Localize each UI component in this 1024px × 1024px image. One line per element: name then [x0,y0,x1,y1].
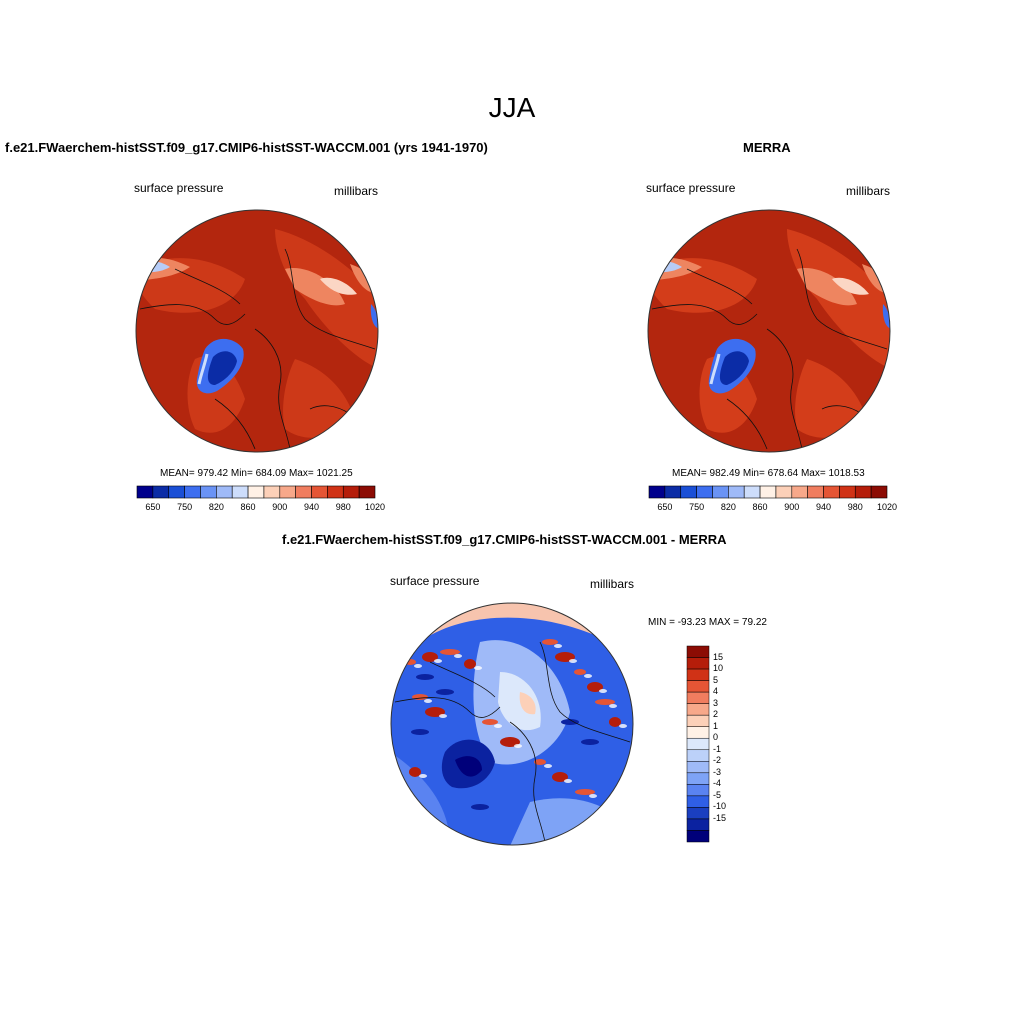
panel2-colorbar [648,485,888,499]
colorbar-swatch [342,485,360,499]
colorbar-swatch [839,485,856,499]
panel3-units-label: millibars [590,577,635,591]
colorbar-tick-label: -3 [713,766,722,777]
colorbar-tick-label: 860 [240,502,256,512]
colorbar-swatch [823,485,840,499]
colorbar-tick-label: -4 [713,778,722,789]
colorbar-swatch [686,691,710,704]
colorbar-swatch [807,485,824,499]
colorbar-swatch [686,749,710,762]
colorbar-swatch [279,485,296,499]
colorbar-tick-label: -2 [713,755,722,766]
colorbar-tick-label: -10 [713,801,727,812]
panel2-polar-map [647,209,891,453]
colorbar-tick-label: 820 [208,502,224,512]
colorbar-tick-label: 900 [272,502,288,512]
colorbar-tick-label: 940 [304,502,320,512]
colorbar-swatch [295,485,312,499]
colorbar-swatch [686,703,710,716]
colorbar-swatch [686,714,710,727]
colorbar-swatch [686,807,710,820]
colorbar-swatch [686,726,710,739]
colorbar-swatch [743,485,761,499]
colorbar-swatch [680,485,697,499]
colorbar-swatch [686,680,710,693]
colorbar-tick-label: -5 [713,789,722,800]
colorbar-tick-label: 3 [713,697,719,708]
colorbar-swatch [686,737,710,751]
colorbar-swatch [686,772,710,785]
panel2-variable-label: surface pressure [646,181,736,195]
colorbar-swatch [870,485,888,499]
colorbar-tick-label: 1020 [877,502,898,512]
colorbar-tick-label: 750 [689,502,705,512]
colorbar-swatch [712,485,729,499]
colorbar-swatch [759,485,777,499]
panel3-title: f.e21.FWaerchem-histSST.f09_g17.CMIP6-hi… [282,532,727,547]
colorbar-swatch [664,485,682,499]
colorbar-tick-label: 10 [713,663,724,674]
colorbar-swatch [648,485,666,499]
colorbar-swatch [686,668,710,681]
panel3-stats: MIN = -93.23 MAX = 79.22 [648,617,767,628]
panel2-title: MERRA [743,140,791,155]
colorbar-tick-label: 980 [847,502,863,512]
colorbar-swatch [686,761,710,774]
colorbar-tick-label: -1 [713,743,722,754]
colorbar-tick-label: 650 [145,502,161,512]
panel2-stats: MEAN= 982.49 Min= 678.64 Max= 1018.53 [672,468,865,479]
panel1-variable-label: surface pressure [134,181,224,195]
colorbar-swatch [854,485,872,499]
panel2-units-label: millibars [846,184,891,198]
colorbar-swatch [686,645,710,658]
panel3-difference-map [390,602,634,846]
colorbar-swatch [775,485,793,499]
colorbar-tick-label: 2 [713,709,719,720]
colorbar-swatch [686,830,710,843]
figure-title: JJA [488,92,536,123]
panel3-colorbar [686,645,710,843]
colorbar-tick-label: 5 [713,674,719,685]
colorbar-tick-label: -15 [713,812,727,823]
panel1-stats: MEAN= 979.42 Min= 684.09 Max= 1021.25 [160,468,353,479]
colorbar-tick-label: 820 [720,502,736,512]
colorbar-swatch [686,795,710,808]
colorbar-swatch [686,818,710,831]
panel1-colorbar [136,485,376,499]
colorbar-tick-label: 940 [816,502,832,512]
panel3-variable-label: surface pressure [390,574,480,588]
colorbar-swatch [686,657,710,670]
colorbar-swatch [136,485,154,499]
colorbar-swatch [686,784,710,797]
panel1-units-label: millibars [334,184,379,198]
colorbar-swatch [311,485,328,499]
colorbar-swatch [168,485,185,499]
colorbar-tick-label: 0 [713,732,719,743]
colorbar-tick-label: 980 [335,502,351,512]
colorbar-tick-label: 750 [177,502,193,512]
colorbar-swatch [184,485,201,499]
colorbar-swatch [231,485,249,499]
colorbar-swatch [791,485,808,499]
colorbar-swatch [247,485,265,499]
colorbar-tick-label: 650 [657,502,673,512]
colorbar-swatch [358,485,376,499]
colorbar-swatch [263,485,281,499]
colorbar-swatch [696,485,713,499]
colorbar-tick-label: 4 [713,686,719,697]
colorbar-tick-label: 1020 [365,502,386,512]
colorbar-tick-label: 860 [752,502,768,512]
colorbar-swatch [152,485,170,499]
panel1-polar-map [135,209,379,453]
colorbar-swatch [327,485,344,499]
panel1-title: f.e21.FWaerchem-histSST.f09_g17.CMIP6-hi… [5,140,488,155]
colorbar-tick-label: 900 [784,502,800,512]
colorbar-swatch [216,485,233,499]
colorbar-tick-label: 15 [713,651,724,662]
colorbar-swatch [728,485,745,499]
colorbar-swatch [200,485,217,499]
colorbar-tick-label: 1 [713,720,719,731]
